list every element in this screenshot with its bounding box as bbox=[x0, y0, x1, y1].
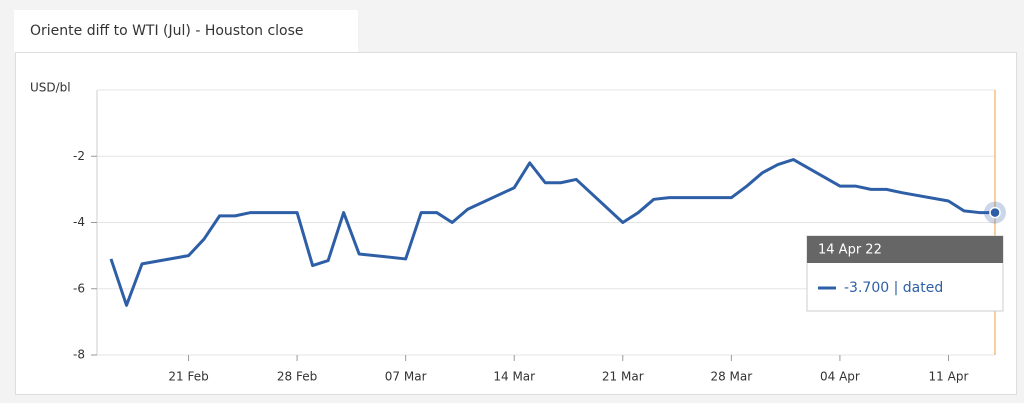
panel bbox=[15, 52, 1017, 395]
hover-point bbox=[989, 206, 1001, 219]
y-axis-label: USD/bl bbox=[30, 81, 71, 95]
y-tick-label: -2 bbox=[73, 149, 85, 163]
y-tick-label: -6 bbox=[73, 281, 85, 295]
tooltip-text: -3.700 | dated bbox=[844, 280, 943, 296]
y-tick-label: -8 bbox=[73, 348, 85, 362]
tooltip: 14 Apr 22 -3.700 | dated bbox=[806, 235, 1004, 312]
line bbox=[109, 158, 995, 307]
x-tick-label: 28 Mar bbox=[710, 370, 752, 384]
x-tick-label: 07 Mar bbox=[385, 370, 427, 384]
x-tick-label: 14 Mar bbox=[493, 370, 535, 384]
y-tick-label: -4 bbox=[73, 215, 85, 229]
x-tick-label: 04 Apr bbox=[820, 370, 860, 384]
chart-title: Oriente diff to WTI (Jul) - Houston clos… bbox=[30, 23, 304, 39]
tooltip-header bbox=[807, 236, 1003, 263]
x-tick-label: 28 Feb bbox=[277, 370, 317, 384]
tab[interactable] bbox=[14, 10, 358, 53]
tooltip-title: 14 Apr 22 bbox=[818, 243, 882, 258]
x-tick-label: 21 Feb bbox=[168, 370, 208, 384]
x-tick-label: 11 Apr bbox=[929, 370, 969, 384]
x-tick-label: 21 Mar bbox=[602, 370, 644, 384]
